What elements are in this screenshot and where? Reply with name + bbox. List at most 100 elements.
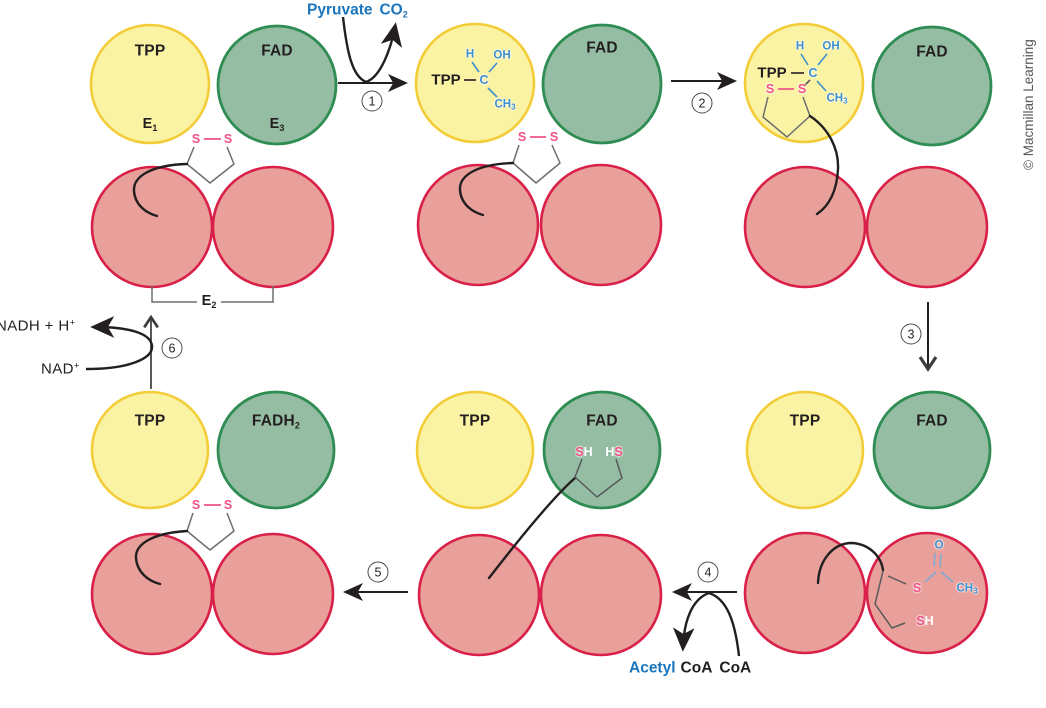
step-2-badge: 2 bbox=[691, 92, 713, 114]
s-c-bond bbox=[924, 571, 937, 583]
pyruvate-co2-arrow bbox=[341, 16, 403, 84]
tpp-circle bbox=[90, 390, 210, 510]
lipoamide-rings bbox=[186, 96, 811, 551]
e2-circle bbox=[90, 532, 214, 656]
curved-arrows bbox=[85, 16, 741, 657]
ch3-base: CH bbox=[494, 98, 512, 111]
h-c-bond bbox=[471, 61, 480, 73]
ch3-base: CH bbox=[956, 582, 974, 595]
fad-label-panel3: FAD bbox=[916, 43, 948, 61]
e3-label: E3 bbox=[269, 115, 285, 133]
ch3-group: CH3 bbox=[826, 93, 847, 105]
tpp-circle bbox=[414, 22, 536, 144]
acetyl-dihydrolipoamide-panel4 bbox=[874, 552, 954, 629]
e2-bracket bbox=[151, 286, 274, 303]
fad-circle bbox=[216, 24, 338, 146]
tpp-circle bbox=[89, 23, 211, 145]
dihydrolipoamide-chain-panel5 bbox=[574, 458, 623, 498]
tpp-struct-label-panel2: TPP bbox=[431, 71, 461, 89]
co2-base: CO bbox=[379, 1, 403, 19]
tpp-circle bbox=[743, 22, 865, 144]
coa-text: CoA bbox=[680, 659, 713, 677]
e2-circle bbox=[539, 533, 663, 657]
s-atom: S bbox=[797, 81, 807, 96]
tpp-label-panel5: TPP bbox=[459, 412, 491, 430]
chain-panel4 bbox=[874, 570, 906, 629]
coa-acetylcoa-arrow bbox=[672, 591, 741, 657]
fadh2-base: FADH bbox=[251, 412, 295, 430]
nadh-sup: + bbox=[69, 317, 76, 329]
e1-sub: 1 bbox=[152, 122, 158, 133]
h-atom: H bbox=[583, 445, 593, 459]
e2-circle bbox=[539, 163, 663, 287]
c-s-bond bbox=[804, 79, 811, 86]
c-ch3-bond bbox=[816, 80, 827, 92]
ch3-sub: 3 bbox=[843, 96, 848, 106]
s-atom: S bbox=[191, 131, 201, 146]
pyruvate-text: Pyruvate bbox=[307, 1, 373, 19]
oh-group: OH bbox=[493, 49, 511, 62]
e2-circle bbox=[865, 531, 989, 655]
acetyl-text: Acetyl bbox=[629, 659, 676, 677]
nad-base: NAD bbox=[41, 360, 74, 378]
step-3-badge: 3 bbox=[900, 323, 922, 345]
e3-base: E bbox=[269, 115, 280, 132]
h-atom: H bbox=[465, 48, 475, 61]
s-atom: S bbox=[916, 614, 925, 628]
s-atom: S bbox=[223, 131, 233, 146]
e2-circle bbox=[416, 163, 540, 287]
pyruvate-co2-label: Pyruvate CO2 bbox=[307, 1, 408, 20]
arm-panel4 bbox=[816, 541, 885, 585]
c-o-double-bond bbox=[939, 553, 942, 568]
nad-nadh-arrow bbox=[85, 316, 154, 371]
ch3-sub: 3 bbox=[511, 102, 516, 112]
fad-circle bbox=[541, 23, 663, 145]
oh-c-bond bbox=[488, 62, 498, 73]
fad-circle bbox=[871, 25, 993, 147]
nadh-base: NADH + H bbox=[0, 317, 70, 335]
h-atom: H bbox=[605, 445, 615, 459]
co2-sub: 2 bbox=[402, 9, 408, 20]
s-atom: S bbox=[517, 129, 527, 144]
h-atom: H bbox=[924, 614, 934, 628]
arm-panel6 bbox=[134, 529, 189, 586]
h-atom: H bbox=[795, 40, 805, 53]
e3-sub: 3 bbox=[279, 122, 285, 133]
lipoamide-ring-panel6 bbox=[186, 512, 235, 551]
fad-label-panel1: FAD bbox=[261, 42, 293, 60]
ch3-group: CH3 bbox=[494, 99, 515, 111]
co2-text: CO2 bbox=[379, 1, 408, 20]
step-5-badge: 5 bbox=[367, 561, 389, 583]
o-atom: O bbox=[934, 539, 944, 552]
ch3-base: CH bbox=[826, 92, 844, 105]
e2-circle bbox=[90, 165, 214, 289]
step-1-badge: 1 bbox=[361, 90, 383, 112]
sh-group: SH bbox=[916, 613, 933, 629]
e2-circle bbox=[743, 531, 867, 655]
oh-group: OH bbox=[822, 40, 840, 53]
step-4-badge: 4 bbox=[697, 561, 719, 583]
lipoamide-ring-panel1 bbox=[186, 146, 235, 184]
tpp-circle bbox=[745, 390, 865, 510]
hydroxyethyl-bonds-panel3 bbox=[791, 53, 828, 92]
acetyl-coa-label: Acetyl CoA CoA bbox=[629, 660, 751, 676]
e1-tpp-circles bbox=[89, 22, 865, 510]
fadh2-label-panel6: FADH2 bbox=[251, 412, 300, 430]
oh-c-bond bbox=[817, 53, 828, 66]
e1-label: E1 bbox=[143, 117, 158, 133]
s-atom: S bbox=[614, 445, 623, 459]
s-atom: S bbox=[575, 445, 584, 459]
c-atom: C bbox=[479, 72, 489, 87]
e2-base: E bbox=[201, 292, 212, 309]
s-atom: S bbox=[912, 580, 922, 595]
tpp-label-panel4: TPP bbox=[789, 412, 821, 430]
sh-group: SH bbox=[575, 444, 592, 460]
disulfide-bonds bbox=[204, 88, 794, 506]
c-ch3-bond bbox=[487, 87, 498, 98]
fad-circle bbox=[872, 390, 992, 510]
c-ch3-bond bbox=[940, 571, 954, 583]
s-atom: S bbox=[223, 497, 233, 512]
fad-circle bbox=[216, 390, 336, 510]
